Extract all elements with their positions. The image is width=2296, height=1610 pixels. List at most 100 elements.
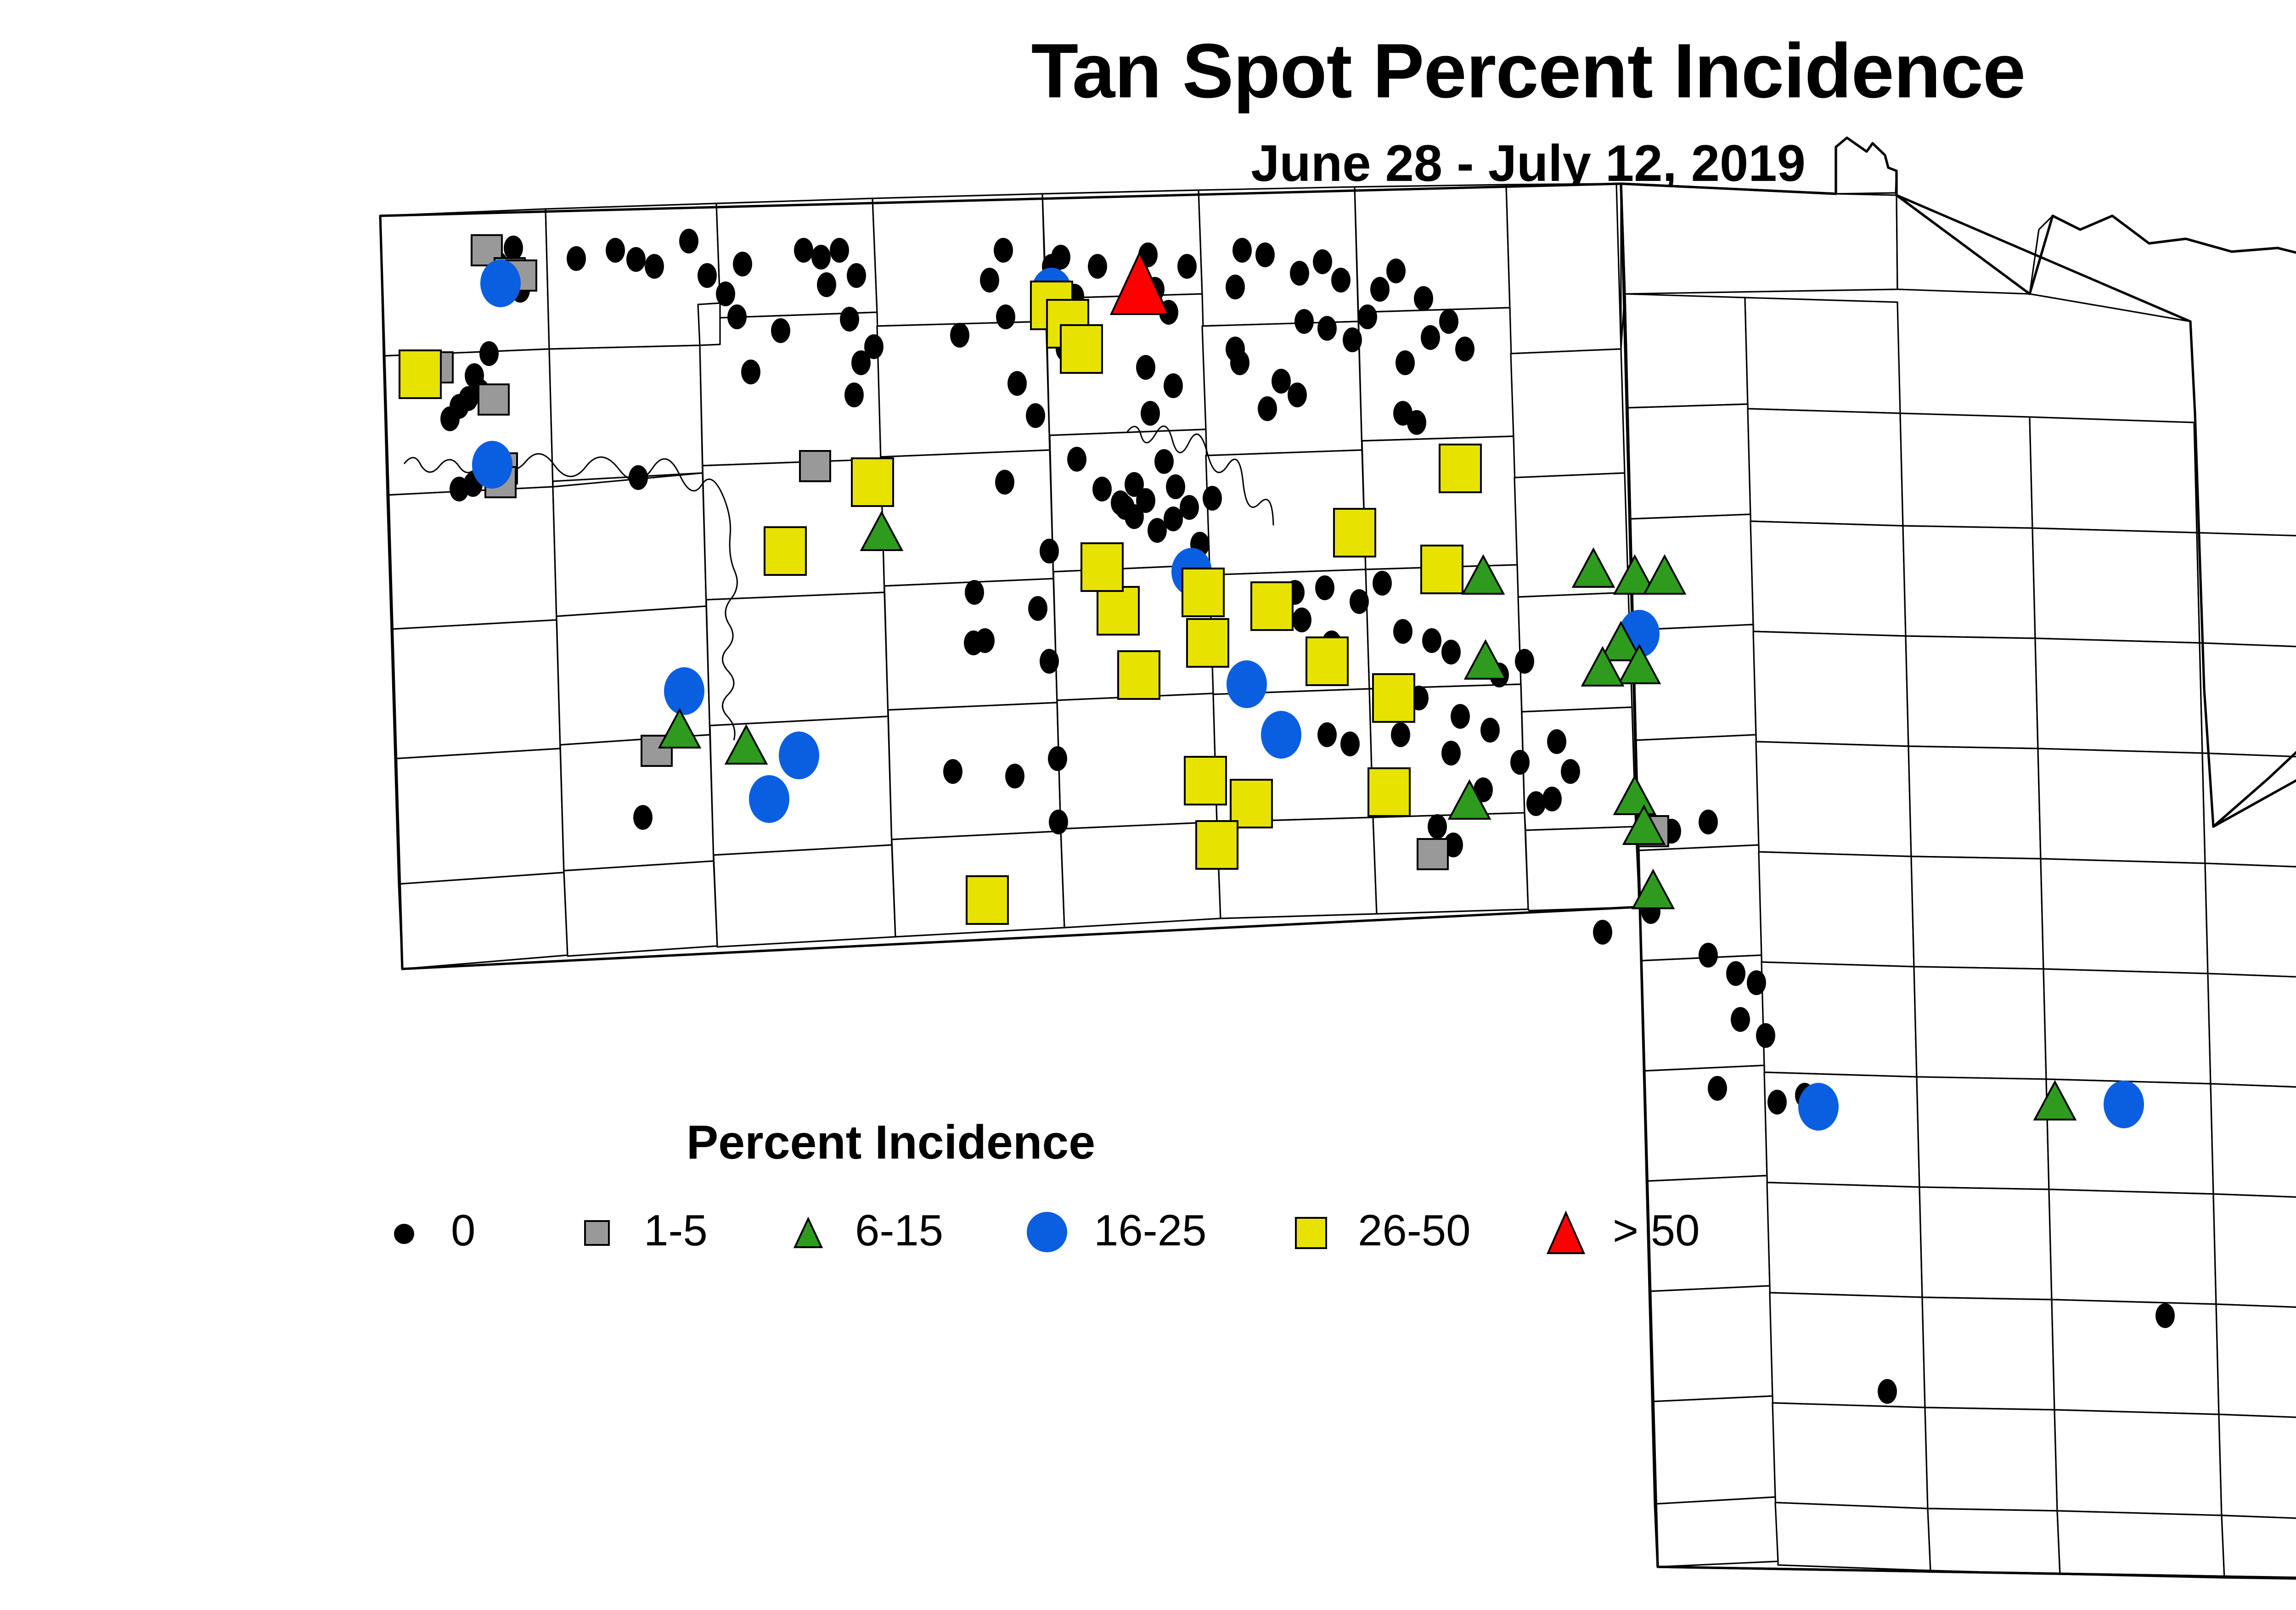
marker-dot-0 bbox=[994, 238, 1013, 263]
legend-item-1-5[interactable]: 1-5 bbox=[569, 1194, 708, 1267]
page-subtitle: June 28 - July 12, 2019 bbox=[1251, 135, 1806, 192]
marker-dot-0 bbox=[1726, 961, 1745, 986]
marker-triangle-6-15 bbox=[2033, 1080, 2077, 1120]
marker-square-26-50 bbox=[1306, 636, 1349, 686]
marker-dot-0 bbox=[1451, 704, 1470, 729]
marker-dot-0 bbox=[1428, 814, 1447, 839]
marker-circle-16-25 bbox=[2104, 1081, 2144, 1128]
marker-dot-0 bbox=[1317, 316, 1337, 341]
marker-dot-0 bbox=[1699, 810, 1718, 834]
green-triangle-icon bbox=[793, 1216, 823, 1248]
marker-dot-0 bbox=[950, 323, 969, 348]
marker-triangle-6-15 bbox=[658, 708, 702, 749]
marker-square-26-50 bbox=[1097, 586, 1140, 636]
marker-dot-0 bbox=[1510, 750, 1530, 775]
marker-dot-0 bbox=[975, 628, 995, 653]
marker-square-26-50 bbox=[1372, 673, 1415, 723]
marker-dot-0 bbox=[1313, 249, 1332, 274]
marker-dot-0 bbox=[1393, 401, 1412, 426]
marker-square-26-50 bbox=[1420, 545, 1463, 594]
marker-dot-0 bbox=[1232, 238, 1252, 263]
marker-dot-0 bbox=[830, 238, 849, 263]
legend-item-6-15[interactable]: 6-15 bbox=[781, 1194, 943, 1267]
marker-dot-0 bbox=[1136, 488, 1155, 513]
marker-dot-0 bbox=[1092, 477, 1112, 501]
marker-dot-0 bbox=[1455, 337, 1474, 361]
legend-item-16-25[interactable]: 16-25 bbox=[1019, 1194, 1207, 1267]
marker-triangle-6-15 bbox=[860, 510, 904, 551]
marker-square-1-5 bbox=[1417, 838, 1449, 870]
marker-dot-0 bbox=[1292, 608, 1311, 632]
marker-dot-0 bbox=[1439, 309, 1458, 334]
legend-item--50[interactable]: > 50 bbox=[1538, 1194, 1700, 1267]
marker-square-26-50 bbox=[1333, 508, 1376, 557]
marker-dot-0 bbox=[1386, 259, 1406, 283]
marker-dot-0 bbox=[1370, 277, 1390, 302]
legend-item-0[interactable]: 0 bbox=[377, 1194, 475, 1267]
marker-dot-0 bbox=[2155, 1303, 2175, 1328]
marker-dot-0 bbox=[1396, 350, 1415, 375]
marker-square-26-50 bbox=[1195, 820, 1238, 870]
marker-dot-0 bbox=[1767, 1090, 1787, 1115]
marker-square-26-50 bbox=[1367, 767, 1411, 817]
marker-circle-16-25 bbox=[779, 732, 819, 779]
marker-dot-0 bbox=[733, 252, 752, 276]
marker-dot-0 bbox=[1331, 268, 1351, 293]
marker-dot-0 bbox=[606, 238, 625, 263]
marker-square-26-50 bbox=[1230, 779, 1273, 828]
marker-dot-0 bbox=[1526, 791, 1546, 816]
marker-dot-0 bbox=[1878, 1379, 1897, 1404]
marker-dot-0 bbox=[1164, 507, 1183, 531]
marker-triangle-6-15 bbox=[1613, 774, 1657, 815]
marker-dot-0 bbox=[817, 272, 836, 297]
marker-dot-0 bbox=[943, 759, 962, 784]
marker-circle-16-25 bbox=[1227, 660, 1267, 708]
marker-dot-0 bbox=[864, 334, 884, 359]
marker-dot-0 bbox=[840, 307, 859, 332]
marker-dot-0 bbox=[1088, 254, 1107, 279]
marker-triangle-over-50 bbox=[1109, 250, 1170, 315]
marker-dot-0 bbox=[645, 254, 664, 279]
marker-dot-0 bbox=[851, 350, 871, 375]
marker-dot-0 bbox=[1414, 286, 1433, 311]
marker-dot-0 bbox=[1288, 383, 1307, 407]
marker-square-26-50 bbox=[1250, 581, 1294, 631]
marker-dot-0 bbox=[794, 238, 813, 263]
marker-square-26-50 bbox=[1117, 650, 1160, 700]
marker-dot-0 bbox=[1343, 327, 1362, 352]
marker-dot-0 bbox=[1747, 970, 1766, 995]
data-markers bbox=[399, 229, 2175, 1404]
marker-dot-0 bbox=[1699, 943, 1718, 968]
marker-dot-0 bbox=[1315, 575, 1334, 600]
marker-dot-0 bbox=[1731, 1007, 1750, 1032]
marker-triangle-6-15 bbox=[1463, 639, 1508, 680]
marker-dot-0 bbox=[1125, 504, 1144, 529]
marker-dot-0 bbox=[1040, 649, 1059, 674]
marker-triangle-6-15 bbox=[1447, 779, 1491, 820]
marker-triangle-6-15 bbox=[724, 724, 768, 765]
marker-dot-0 bbox=[1756, 1023, 1775, 1048]
marker-triangle-6-15 bbox=[1643, 554, 1687, 595]
marker-circle-16-25 bbox=[480, 259, 521, 307]
marker-dot-0 bbox=[771, 318, 790, 343]
marker-dot-0 bbox=[1393, 619, 1412, 644]
red-triangle-icon bbox=[1546, 1210, 1586, 1254]
marker-triangle-6-15 bbox=[1571, 547, 1615, 588]
marker-dot-0 bbox=[1255, 242, 1275, 267]
marker-dot-0 bbox=[504, 236, 523, 260]
minnesota-counties bbox=[1620, 137, 2296, 1580]
marker-circle-16-25 bbox=[1798, 1083, 1839, 1131]
marker-dot-0 bbox=[1441, 640, 1461, 664]
marker-dot-0 bbox=[1547, 729, 1566, 754]
marker-square-26-50 bbox=[851, 457, 894, 507]
marker-dot-0 bbox=[1258, 396, 1277, 421]
yellow-square-icon bbox=[1295, 1217, 1327, 1249]
marker-dot-0 bbox=[965, 580, 984, 605]
legend-item-26-50[interactable]: 26-50 bbox=[1283, 1194, 1471, 1267]
marker-dot-0 bbox=[479, 341, 499, 366]
marker-dot-0 bbox=[1067, 447, 1086, 472]
marker-triangle-6-15 bbox=[1622, 804, 1666, 845]
marker-circle-16-25 bbox=[664, 667, 704, 715]
marker-circle-16-25 bbox=[749, 775, 789, 823]
marker-triangle-6-15 bbox=[1599, 620, 1643, 661]
